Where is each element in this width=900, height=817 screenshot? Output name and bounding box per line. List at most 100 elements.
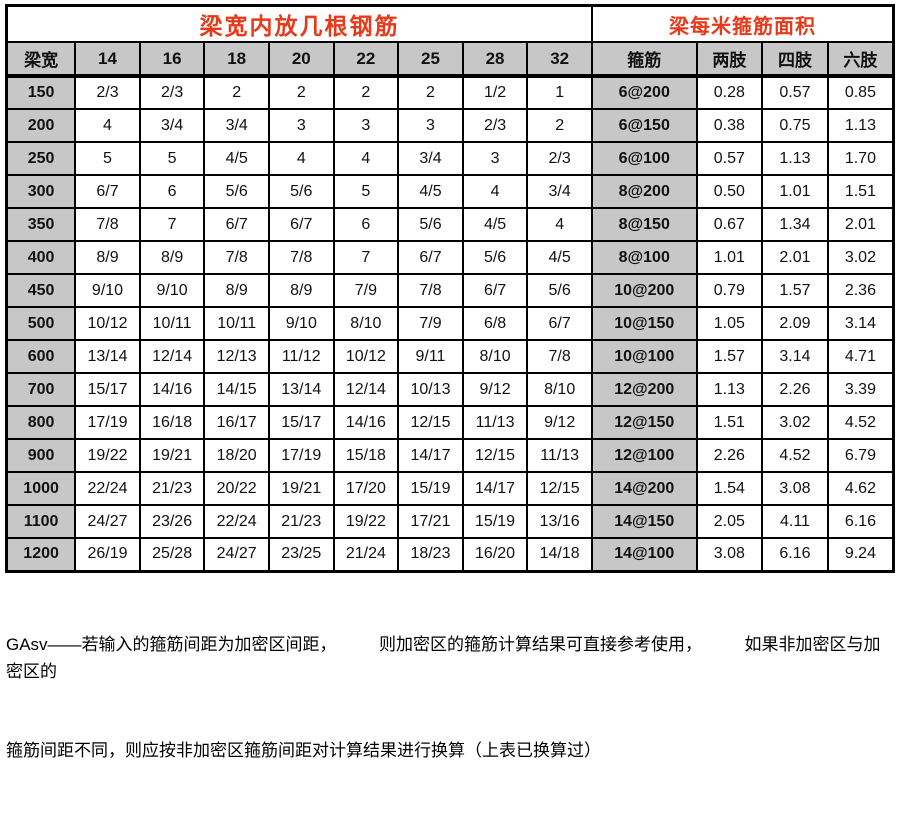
rebar-count-cell: 24/27 xyxy=(74,504,141,539)
stirrup-area-cell: 0.75 xyxy=(761,108,829,143)
rebar-count-cell: 12/14 xyxy=(332,372,400,407)
stirrup-area-cell: 3.08 xyxy=(695,537,764,572)
rebar-count-cell: 6/7 xyxy=(526,306,593,341)
rebar-count-cell: 20/22 xyxy=(203,471,270,506)
table-row: 800 17/19 16/18 16/17 15/17 14/16 12/15 11/13 9/… xyxy=(5,405,895,440)
col-header-14: 14 xyxy=(74,41,141,78)
col-header-25: 25 xyxy=(397,41,464,78)
rebar-count-cell: 4 xyxy=(526,207,593,242)
rebar-count-cell: 24/27 xyxy=(203,537,270,572)
rebar-count-cell: 2 xyxy=(267,75,335,110)
rebar-count-cell: 1/2 xyxy=(461,75,529,110)
rebar-count-cell: 3 xyxy=(461,141,529,176)
rebar-count-cell: 14/15 xyxy=(203,372,270,407)
stirrup-area-cell: 2.36 xyxy=(826,273,895,308)
rebar-count-cell: 3 xyxy=(332,108,400,143)
rebar-count-cell: 6/8 xyxy=(461,306,529,341)
table-row: 250 5 5 4/5 4 4 3/4 3 2/3 6@100 0.57 1.13 1.70 xyxy=(5,141,895,176)
stirrup-area-cell: 1.34 xyxy=(761,207,829,242)
stirrup-area-cell: 1.13 xyxy=(695,372,764,407)
rebar-count-cell: 14/17 xyxy=(397,438,464,473)
rebar-count-cell: 10/11 xyxy=(138,306,206,341)
col-header-16: 16 xyxy=(138,41,206,78)
stirrup-area-cell: 1.05 xyxy=(695,306,764,341)
stirrup-area-cell: 2.01 xyxy=(761,240,829,275)
rebar-count-cell: 12/13 xyxy=(203,339,270,374)
stirrup-area-cell: 6.16 xyxy=(761,537,829,572)
col-header-20: 20 xyxy=(267,41,335,78)
row-label-beam-width: 350 xyxy=(5,207,77,242)
stirrup-spec-cell: 12@150 xyxy=(590,405,698,440)
stirrup-area-cell: 4.52 xyxy=(826,405,895,440)
rebar-count-cell: 2/3 xyxy=(74,75,141,110)
rebar-count-cell: 22/24 xyxy=(74,471,141,506)
rebar-count-cell: 4 xyxy=(267,141,335,176)
stirrup-spec-cell: 10@150 xyxy=(590,306,698,341)
stirrup-area-cell: 1.54 xyxy=(695,471,764,506)
stirrup-spec-cell: 12@200 xyxy=(590,372,698,407)
stirrup-area-cell: 1.57 xyxy=(761,273,829,308)
right-table-title: 梁每米箍筋面积 xyxy=(590,4,895,43)
rebar-count-cell: 2/3 xyxy=(461,108,529,143)
rebar-count-cell: 1 xyxy=(526,75,593,110)
stirrup-spec-cell: 6@150 xyxy=(590,108,698,143)
stirrup-spec-cell: 10@100 xyxy=(590,339,698,374)
rebar-count-cell: 5/6 xyxy=(203,174,270,209)
rebar-count-cell: 7/8 xyxy=(74,207,141,242)
rebar-count-cell: 10/13 xyxy=(397,372,464,407)
rebar-count-cell: 6/7 xyxy=(74,174,141,209)
stirrup-area-cell: 3.02 xyxy=(826,240,895,275)
stirrup-area-cell: 1.70 xyxy=(826,141,895,176)
rebar-count-cell: 7/8 xyxy=(397,273,464,308)
rebar-count-cell: 15/19 xyxy=(397,471,464,506)
stirrup-area-cell: 2.05 xyxy=(695,504,764,539)
footnote: GAsv——若输入的箍筋间距为加密区间距， 则加密区的箍筋计算结果可直接参考使用… xyxy=(5,573,895,817)
stirrup-spec-cell: 14@100 xyxy=(590,537,698,572)
stirrup-spec-cell: 6@100 xyxy=(590,141,698,176)
stirrup-spec-cell: 8@150 xyxy=(590,207,698,242)
table-row: 500 10/12 10/11 10/11 9/10 8/10 7/9 6/8 6/7 10@15… xyxy=(5,306,895,341)
rebar-count-cell: 16/17 xyxy=(203,405,270,440)
rebar-count-cell: 7/9 xyxy=(397,306,464,341)
rebar-count-cell: 14/16 xyxy=(138,372,206,407)
stirrup-area-cell: 2.01 xyxy=(826,207,895,242)
rebar-count-cell: 21/24 xyxy=(332,537,400,572)
col-header-22: 22 xyxy=(332,41,400,78)
table-row: 1100 24/27 23/26 22/24 21/23 19/22 17/21 15/19 1… xyxy=(5,504,895,539)
rebar-count-cell: 8/9 xyxy=(138,240,206,275)
rebar-count-cell: 12/15 xyxy=(397,405,464,440)
rebar-count-cell: 11/12 xyxy=(267,339,335,374)
stirrup-area-cell: 2.26 xyxy=(761,372,829,407)
rebar-count-cell: 17/19 xyxy=(267,438,335,473)
rebar-count-cell: 17/21 xyxy=(397,504,464,539)
rebar-count-cell: 4 xyxy=(332,141,400,176)
table-row: 200 4 3/4 3/4 3 3 3 2/3 2 6@150 0.38 0.75 1.13 xyxy=(5,108,895,143)
stirrup-spec-cell: 10@200 xyxy=(590,273,698,308)
rebar-count-cell: 8/9 xyxy=(267,273,335,308)
row-label-beam-width: 150 xyxy=(5,75,77,110)
stirrup-area-cell: 1.57 xyxy=(695,339,764,374)
row-label-beam-width: 600 xyxy=(5,339,77,374)
rebar-count-cell: 17/19 xyxy=(74,405,141,440)
rebar-count-cell: 12/15 xyxy=(526,471,593,506)
rebar-count-cell: 15/17 xyxy=(267,405,335,440)
stirrup-area-cell: 9.24 xyxy=(826,537,895,572)
rebar-count-cell: 3/4 xyxy=(138,108,206,143)
rebar-count-cell: 19/22 xyxy=(332,504,400,539)
rebar-count-cell: 8/10 xyxy=(461,339,529,374)
rebar-count-cell: 9/10 xyxy=(138,273,206,308)
rebar-count-cell: 19/21 xyxy=(138,438,206,473)
rebar-count-cell: 5/6 xyxy=(526,273,593,308)
rebar-count-cell: 3/4 xyxy=(397,141,464,176)
stirrup-area-cell: 4.71 xyxy=(826,339,895,374)
stirrup-area-cell: 2.09 xyxy=(761,306,829,341)
rebar-count-cell: 6/7 xyxy=(397,240,464,275)
stirrup-area-cell: 3.14 xyxy=(761,339,829,374)
rebar-count-cell: 8/9 xyxy=(74,240,141,275)
stirrup-spec-cell: 14@200 xyxy=(590,471,698,506)
stirrup-area-cell: 1.13 xyxy=(826,108,895,143)
rebar-count-cell: 10/11 xyxy=(203,306,270,341)
rebar-count-cell: 23/26 xyxy=(138,504,206,539)
row-label-beam-width: 250 xyxy=(5,141,77,176)
stirrup-area-cell: 3.02 xyxy=(761,405,829,440)
